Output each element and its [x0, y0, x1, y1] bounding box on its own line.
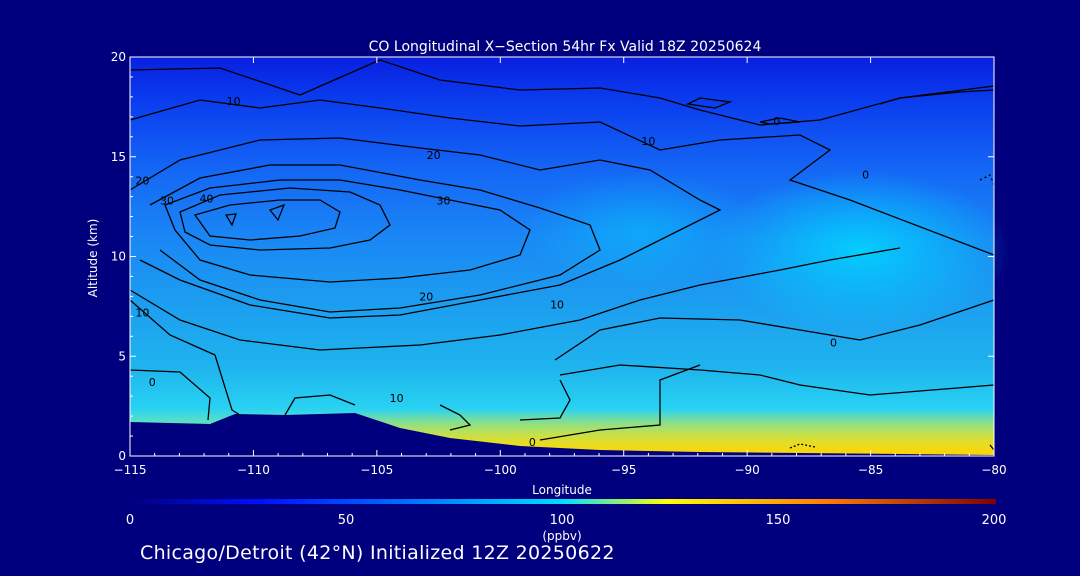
terrain [130, 413, 994, 458]
y-tick-label: 0 [118, 449, 126, 463]
field-highlight-mid [520, 170, 760, 290]
colorbar-gradient [130, 499, 996, 504]
contour-label: 20 [135, 175, 149, 188]
x-tick-label: −110 [237, 463, 270, 477]
contour-label: 0 [773, 115, 780, 128]
contour-label: 0 [830, 336, 837, 349]
y-axis: 0 5 10 15 20 [111, 50, 994, 463]
y-axis-label: Altitude (km) [86, 219, 100, 298]
contour-label: 0 [529, 436, 536, 449]
contour-label: 10 [641, 135, 655, 148]
x-tick-label: −80 [981, 463, 1006, 477]
contour-label: 10 [390, 392, 404, 405]
contour-label: 0 [149, 376, 156, 389]
contour-label: 30 [437, 195, 451, 208]
x-axis-label: Longitude [532, 483, 592, 497]
x-tick-label: −95 [611, 463, 636, 477]
colorbar-tick-label: 100 [550, 513, 575, 528]
x-tick-label: −90 [734, 463, 759, 477]
colorbar-unit-label: (ppbv) [542, 529, 581, 543]
contour-label: 10 [550, 298, 564, 311]
contour-label: 0 [862, 169, 869, 182]
contour-lines [129, 59, 995, 451]
colorbar-tick-label: 50 [338, 513, 355, 528]
contour-labels: 10 20 30 40 20 30 20 10 10 10 0 0 0 0 10 0 [135, 95, 869, 449]
x-tick-label: −105 [360, 463, 393, 477]
y-tick-label: 5 [118, 349, 126, 363]
y-tick-label: 20 [111, 50, 126, 64]
contour-label: 20 [419, 290, 433, 303]
x-tick-label: −115 [114, 463, 147, 477]
footer-initialized-text: Chicago/Detroit (42°N) Initialized 12Z 2… [140, 542, 615, 564]
x-axis: −115 −110 −105 −100 −95 −90 −85 −80 [114, 57, 1007, 477]
contour-label: 30 [160, 195, 174, 208]
contour-label: 10 [135, 306, 149, 319]
contour-label: 20 [427, 149, 441, 162]
chart-title: CO Longitudinal X−Section 54hr Fx Valid … [369, 39, 762, 55]
y-tick-label: 15 [111, 150, 126, 164]
contour-label: 40 [200, 193, 214, 206]
x-tick-label: −100 [484, 463, 517, 477]
x-tick-label: −85 [858, 463, 883, 477]
colorbar-ticks: 0 50 100 150 200 [126, 513, 1007, 528]
colorbar-tick-label: 0 [126, 513, 134, 528]
colorbar: 0 50 100 150 200 (ppbv) [126, 499, 1007, 543]
colorbar-tick-label: 200 [982, 513, 1007, 528]
field-highlight-east [710, 170, 1010, 330]
contour-label: 10 [227, 95, 241, 108]
plot-area: 10 20 30 40 20 30 20 10 10 10 0 0 0 0 10 0 [129, 56, 1010, 458]
y-tick-label: 10 [111, 250, 126, 264]
colorbar-tick-label: 150 [766, 513, 791, 528]
